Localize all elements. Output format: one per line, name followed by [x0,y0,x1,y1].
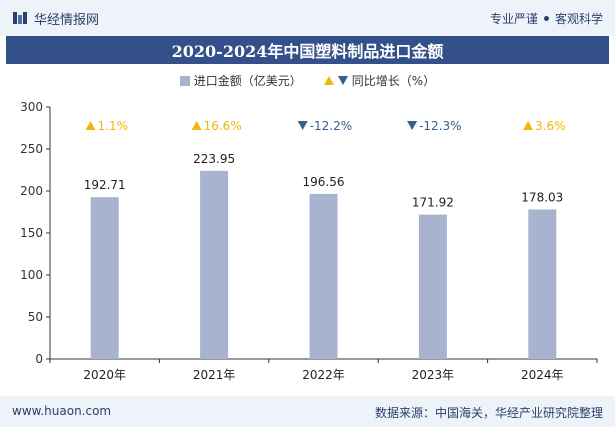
x-tick-label: 2021年 [193,368,236,382]
top-bar: 华经情报网 专业严谨 客观科学 [0,0,615,36]
tagline: 专业严谨 客观科学 [490,10,603,27]
bar [528,209,557,359]
growth-up-triangle [85,121,96,130]
data-source: 数据来源：中国海关，华经产业研究院整理 [374,406,603,420]
legend-item-import: 进口金额（亿美元） [179,72,302,89]
legend-label-growth: 同比增长（%） [351,74,436,88]
growth-label: 3.6% [535,119,566,133]
growth-label: 1.1% [98,119,129,133]
bar [418,214,447,359]
y-tick-label: 150 [20,226,43,240]
growth-label: 16.6% [204,119,242,133]
growth-down-triangle [407,121,418,130]
x-tick-label: 2020年 [83,368,126,382]
growth-up-triangle [523,121,534,130]
triangle-up-icon [323,76,334,85]
growth-label: -12.3% [419,119,461,133]
x-tick-label: 2022年 [302,368,345,382]
triangle-down-icon [337,76,348,85]
title-bar: 2020-2024年中国塑料制品进口金额 [6,36,609,64]
bar [309,193,338,359]
y-tick-label: 300 [20,100,43,114]
brand[interactable]: 华经情报网 [12,8,99,28]
growth-down-triangle [297,121,308,130]
separator-dot-icon [543,16,549,21]
growth-label: -12.2% [310,119,352,133]
bar-value-label: 171.92 [412,196,454,210]
bar-value-label: 196.56 [303,175,345,189]
y-tick-label: 200 [20,184,43,198]
site-link[interactable]: www.huaon.com [12,404,112,418]
chart-title: 2020-2024年中国塑料制品进口金额 [171,42,444,61]
bar-value-label: 178.03 [521,190,563,204]
x-tick-label: 2023年 [412,368,455,382]
bar-swatch-icon [179,75,190,86]
x-tick-label: 2024年 [521,368,564,382]
bar [200,170,229,359]
footer-bar: www.huaon.com 数据来源：中国海关，华经产业研究院整理 [0,396,615,427]
brand-logo-icon [13,12,27,24]
bar-value-label: 192.71 [84,178,126,192]
y-tick-label: 0 [35,352,43,366]
brand-name: 华经情报网 [34,12,100,28]
y-tick-label: 100 [20,268,43,282]
legend-label-import: 进口金额（亿美元） [193,74,302,88]
bar-value-label: 223.95 [193,152,235,166]
y-tick-label: 50 [28,310,43,324]
legend-item-growth: 同比增长（%） [323,72,436,89]
bar [90,197,119,359]
chart-legend: 进口金额（亿美元） 同比增长（%） [0,72,615,89]
tagline-2: 客观科学 [554,12,603,26]
y-tick-label: 250 [20,142,43,156]
growth-up-triangle [191,121,202,130]
chart-plot: 0 50 100 150 200 250 300 192.71 2020年 1.1% 223.95… [20,100,598,382]
tagline-1: 专业严谨 [489,12,538,26]
